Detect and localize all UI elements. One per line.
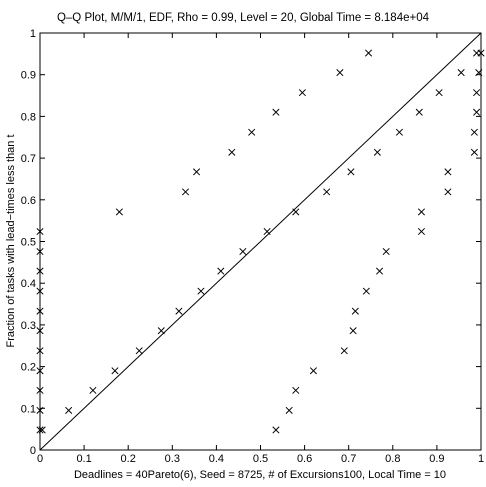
data-point	[89, 386, 97, 394]
x-axis-label: Deadlines = 40Pareto(6), Seed = 8725, # …	[74, 469, 446, 481]
data-point	[395, 128, 403, 136]
y-tick-label: 0.4	[21, 278, 36, 290]
data-point	[36, 347, 44, 355]
data-point	[376, 267, 384, 275]
data-point	[263, 227, 271, 236]
y-tick-label: 0.1	[21, 403, 36, 415]
data-point	[181, 188, 190, 196]
x-tick-label: 0.2	[121, 453, 136, 465]
data-point	[36, 307, 44, 315]
x-tick-label: 0.3	[165, 453, 180, 465]
y-tick-label: 0	[30, 445, 36, 457]
y-tick-label: 0.2	[21, 362, 36, 374]
data-point	[65, 406, 73, 414]
data-point	[475, 69, 483, 77]
data-point	[373, 148, 381, 156]
reference-line-group	[39, 32, 482, 451]
data-point	[444, 188, 452, 196]
data-point	[135, 347, 143, 355]
x-tick-label: 0.7	[341, 453, 356, 465]
data-point	[473, 89, 481, 97]
data-point	[323, 188, 331, 196]
x-tick-label: 0.6	[297, 453, 312, 465]
y-tick-label: 0.3	[21, 320, 36, 332]
x-tick-label: 1	[478, 453, 484, 465]
y-tick-label: 0.9	[21, 70, 36, 82]
data-point	[444, 168, 452, 176]
y-tick-label: 0.5	[21, 237, 36, 249]
data-point	[417, 227, 426, 236]
data-point	[36, 426, 44, 434]
data-point	[347, 168, 355, 176]
data-point	[36, 267, 44, 275]
data-point	[362, 287, 370, 295]
data-point	[38, 426, 46, 434]
data-point	[340, 347, 348, 355]
data-point	[470, 148, 478, 156]
data-point	[336, 69, 344, 77]
data-point	[351, 307, 359, 315]
x-tick-label: 0.9	[429, 453, 444, 465]
y-tick-label: 0.7	[21, 153, 36, 165]
y-tick-label: 1	[30, 28, 36, 40]
data-point	[193, 168, 201, 176]
x-tick-label: 0.4	[209, 453, 224, 465]
x-tick-labels: 0 0.1 0.2 0.3 0.4 0.5 0.6 0.7 0.8 0.9 1	[37, 453, 484, 465]
data-point	[457, 69, 465, 77]
y-tick-label: 0.8	[21, 111, 36, 123]
data-point	[175, 307, 183, 315]
data-point	[364, 49, 373, 57]
data-point	[239, 247, 247, 256]
chart-title: Q–Q Plot, M/M/1, EDF, Rho = 0.99, Level …	[57, 12, 430, 24]
data-point	[36, 287, 44, 295]
data-point	[36, 227, 44, 236]
data-point	[157, 327, 165, 335]
x-tick-label: 0.1	[76, 453, 91, 465]
data-point	[272, 108, 280, 116]
data-point	[435, 89, 443, 97]
data-point	[36, 247, 44, 256]
data-point	[473, 108, 481, 116]
reference-line	[39, 32, 482, 451]
y-axis-label: Fraction of tasks with lead−times less t…	[5, 134, 17, 347]
x-tick-label: 0	[37, 453, 43, 465]
data-point	[36, 406, 44, 414]
data-point	[228, 148, 236, 156]
axis-ticks	[39, 32, 482, 451]
data-point	[197, 287, 205, 295]
data-markers	[36, 49, 485, 434]
y-tick-label: 0.6	[21, 195, 36, 207]
data-point	[415, 108, 423, 116]
data-point	[292, 386, 300, 394]
data-point	[36, 386, 44, 394]
data-point	[470, 128, 478, 136]
data-point	[298, 89, 306, 97]
y-tick-labels: 0 0.1 0.2 0.3 0.4 0.5 0.6 0.7 0.8 0.9 1	[21, 28, 36, 457]
data-point	[349, 327, 357, 335]
x-tick-label: 0.8	[385, 453, 400, 465]
data-point	[115, 208, 123, 216]
data-point	[309, 367, 317, 375]
data-point	[111, 367, 119, 375]
data-point	[272, 426, 280, 434]
data-point	[248, 128, 256, 136]
data-point	[382, 247, 390, 256]
data-point	[292, 208, 300, 216]
data-point	[417, 208, 426, 216]
x-tick-label: 0.5	[253, 453, 268, 465]
data-point	[217, 267, 225, 275]
data-point	[477, 49, 485, 57]
data-point	[36, 327, 44, 335]
data-point	[36, 367, 44, 375]
data-point	[285, 406, 293, 414]
